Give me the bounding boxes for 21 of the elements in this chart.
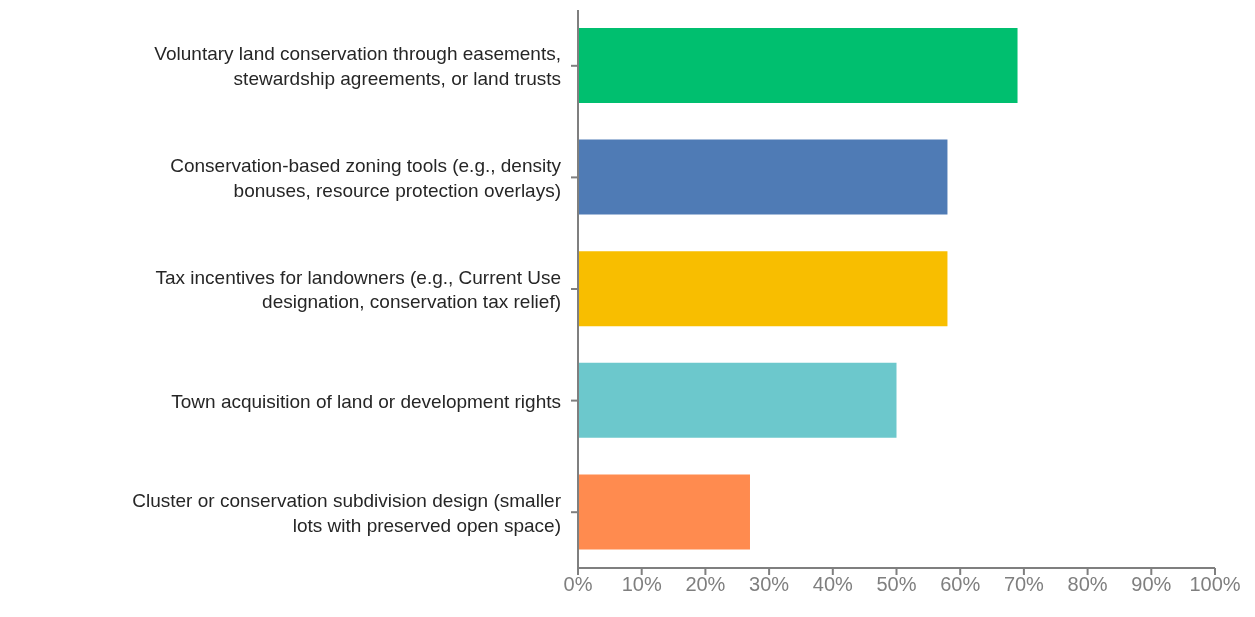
x-tick-label: 0% — [563, 573, 593, 596]
x-tick-label: 80% — [1067, 573, 1108, 596]
x-tick-label: 70% — [1003, 573, 1045, 596]
x-tick-label: 40% — [812, 573, 854, 596]
y-tick-label: Conservation-based zoning tools (e.g., density bonuses, resource protection overlays) — [170, 154, 562, 201]
bar — [578, 362, 897, 438]
y-tick-label: Town acquisition of land or development rights — [171, 390, 561, 412]
x-tick-label: 100% — [1189, 573, 1241, 596]
bar — [578, 474, 750, 550]
y-tick-label: Voluntary land conservation through easements, stewardship agreements, or land trusts — [154, 42, 561, 89]
y-tick-label: Tax incentives for landowners (e.g., Current Use designation, conservation tax relief) — [155, 266, 561, 312]
bar — [578, 28, 1018, 103]
x-tick-label: 30% — [749, 573, 790, 596]
y-tick-label: Cluster or conservation subdivision design (smaller lots with preserved open space) — [132, 489, 562, 536]
x-tick-label: 90% — [1131, 573, 1172, 596]
x-tick-label: 60% — [940, 573, 981, 596]
x-tick-label: 10% — [621, 573, 662, 596]
bar — [578, 251, 948, 327]
bar — [578, 139, 948, 215]
x-tick-label: 50% — [876, 573, 917, 596]
x-tick-label: 20% — [685, 573, 726, 596]
